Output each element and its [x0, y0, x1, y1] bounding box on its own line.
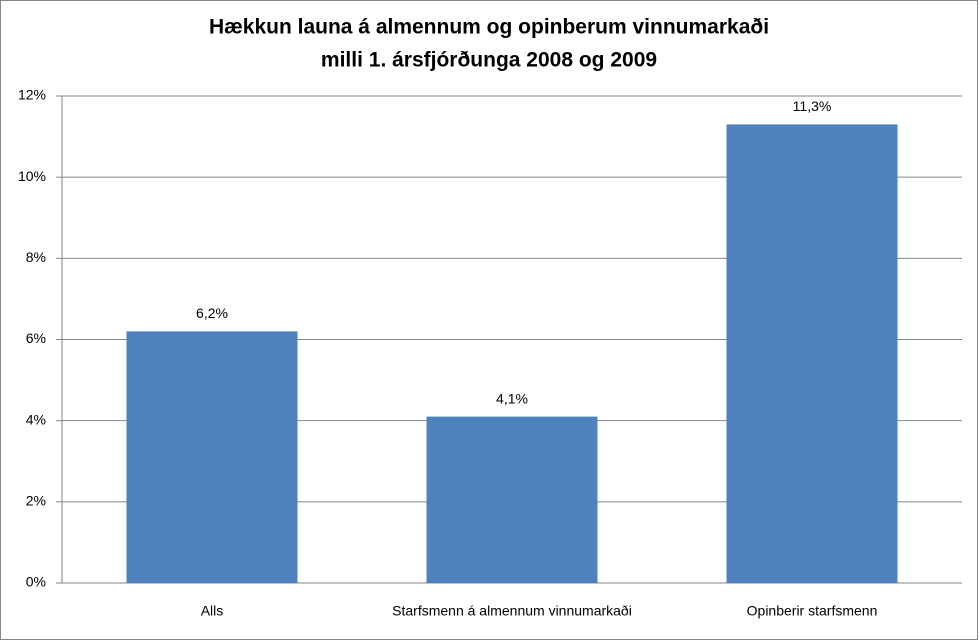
bar [726, 124, 898, 584]
x-tick-label: Starfsmenn á almennum vinnumarkaði [392, 603, 632, 619]
y-tick-label: 10% [18, 168, 46, 184]
y-tick-label: 8% [26, 249, 46, 265]
chart-title: milli 1. ársfjórðunga 2008 og 2009 [321, 49, 657, 72]
chart-title: Hækkun launa á almennum og opinberum vin… [209, 16, 769, 39]
x-tick-label: Alls [201, 603, 224, 619]
data-label: 4,1% [496, 390, 528, 406]
y-tick-label: 6% [26, 330, 46, 346]
y-tick-label: 4% [26, 411, 46, 427]
bar [126, 331, 298, 583]
x-tick-label: Opinberir starfsmenn [747, 603, 878, 619]
data-label: 11,3% [793, 98, 832, 114]
bar [426, 416, 598, 583]
y-tick-label: 2% [26, 493, 46, 509]
y-tick-label: 12% [18, 87, 46, 103]
y-tick-label: 0% [26, 574, 46, 590]
data-label: 6,2% [196, 305, 228, 321]
